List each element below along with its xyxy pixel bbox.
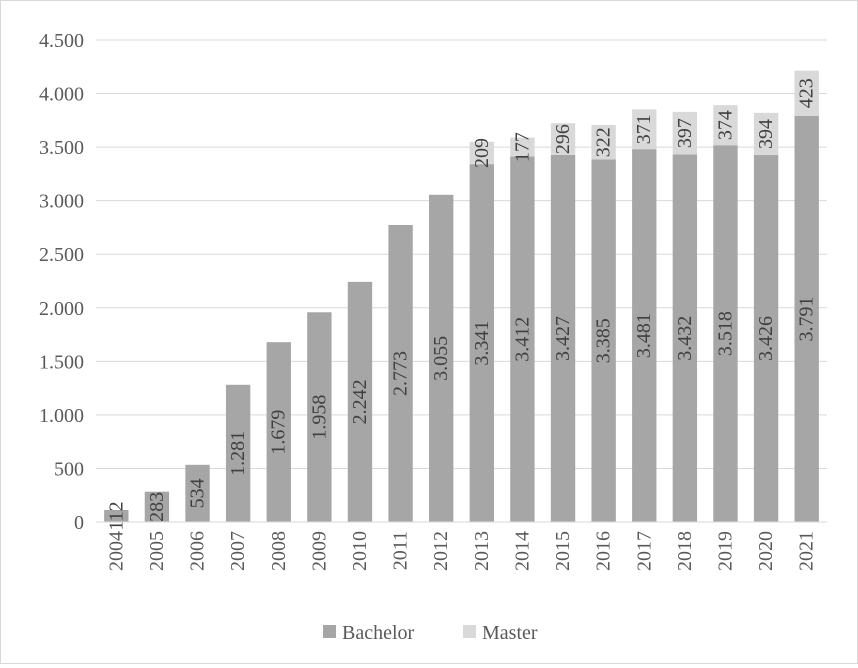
x-tick-label: 2020 [755, 531, 777, 571]
x-tick-label: 2011 [390, 531, 412, 570]
data-label-bachelor: 1.281 [227, 431, 249, 476]
bar-bachelor [347, 281, 373, 522]
x-axis: 2004 2005 2006 2007 2008 2009 2010 2011 2012 2013… [96, 521, 827, 571]
data-label-bachelor: 3.385 [593, 318, 615, 363]
x-tick-label: 2016 [593, 531, 615, 571]
bars: 112 283 534 1.281 1.679 1.958 2.242 2.773 3.055 2… [104, 70, 819, 531]
y-tick-label: 2.000 [39, 298, 84, 320]
x-tick-label: 2018 [674, 531, 696, 571]
legend-swatch [323, 625, 336, 638]
bar-bachelor [672, 154, 698, 523]
x-tick-label: 2019 [714, 531, 736, 571]
data-label-bachelor: 3.518 [714, 311, 736, 356]
bar-master [469, 141, 494, 165]
x-tick-label: 2013 [471, 531, 493, 571]
y-tick-label: 4.000 [39, 84, 84, 106]
x-tick-label: 2005 [146, 531, 168, 571]
bar-bachelor [185, 464, 210, 522]
y-tick-label: 1.000 [39, 405, 84, 427]
x-tick-label: 2006 [187, 531, 209, 571]
bar-master [550, 123, 576, 155]
data-label-bachelor: 1.679 [268, 410, 290, 455]
data-label-bachelor: 3.412 [511, 317, 533, 362]
bar-bachelor [469, 164, 494, 522]
y-axis: 0 500 1.000 1.500 2.000 2.500 3.000 3.500 4.000 4… [39, 30, 84, 534]
data-label-bachelor: 112 [105, 501, 127, 530]
bar-bachelor [713, 145, 738, 522]
data-label-bachelor: 3.055 [430, 336, 452, 381]
data-label-bachelor: 3.432 [674, 316, 696, 361]
bar-bachelor [144, 491, 170, 522]
x-tick-label: 2010 [349, 531, 371, 571]
x-tick-label: 2008 [268, 531, 290, 571]
gridlines [96, 39, 827, 523]
bar-bachelor [266, 342, 291, 522]
legend-item-bachelor: Bachelor [323, 622, 415, 644]
bar-master [510, 137, 535, 157]
bar-bachelor [225, 384, 251, 522]
data-label-master: 397 [674, 118, 696, 148]
y-tick-label: 3.500 [39, 137, 84, 159]
bar-master [591, 124, 616, 160]
bar-bachelor [753, 155, 779, 522]
x-tick-label: 2012 [430, 531, 452, 571]
data-label-master: 322 [593, 127, 615, 157]
data-label-bachelor: 2.773 [390, 351, 412, 396]
bar-master [713, 105, 738, 146]
bar-bachelor [307, 312, 332, 522]
x-tick-label: 2015 [552, 531, 574, 571]
y-tick-label: 0 [74, 512, 84, 534]
data-label-bachelor: 3.341 [471, 321, 493, 366]
bar-bachelor [550, 154, 576, 522]
x-tick-label: 2017 [633, 531, 655, 571]
y-tick-label: 1.500 [39, 351, 84, 373]
data-label-bachelor: 2.242 [349, 379, 371, 424]
bar-bachelor [104, 510, 129, 522]
x-tick-label: 2021 [796, 531, 818, 571]
legend-swatch [463, 625, 476, 638]
data-label-bachelor: 3.791 [796, 296, 818, 341]
bar-bachelor [591, 159, 616, 522]
data-label-master: 394 [755, 119, 777, 149]
bar-master [632, 109, 657, 150]
data-label-bachelor: 3.427 [552, 316, 574, 361]
legend: Bachelor Master [323, 622, 538, 644]
data-label-bachelor: 1.958 [308, 395, 330, 440]
x-tick-label: 2007 [227, 531, 249, 571]
y-tick-label: 2.500 [39, 244, 84, 266]
data-label-master: 209 [471, 138, 493, 168]
legend-label: Bachelor [342, 622, 415, 644]
bar-master [753, 112, 779, 156]
data-label-bachelor: 3.481 [633, 313, 655, 358]
bar-bachelor [388, 224, 413, 522]
bar-master [794, 70, 819, 116]
legend-item-master: Master [463, 622, 538, 644]
bar-master [672, 111, 698, 155]
data-label-master: 423 [796, 78, 818, 108]
data-label-bachelor: 534 [187, 478, 209, 508]
y-tick-label: 3.000 [39, 191, 84, 213]
y-tick-label: 500 [54, 458, 84, 480]
data-label-master: 177 [511, 132, 533, 162]
y-tick-label: 4.500 [39, 30, 84, 52]
bar-bachelor [429, 194, 454, 522]
data-label-master: 296 [552, 124, 574, 154]
data-label-master: 374 [714, 110, 736, 140]
x-tick-label: 2014 [511, 531, 533, 571]
data-label-bachelor: 3.426 [755, 316, 777, 361]
x-tick-label: 2004 [105, 531, 127, 571]
data-label-bachelor: 283 [146, 492, 168, 522]
bar-bachelor [632, 149, 657, 522]
legend-label: Master [482, 622, 538, 644]
data-label-master: 371 [633, 114, 655, 144]
x-tick-label: 2009 [308, 531, 330, 571]
bar-bachelor [794, 115, 819, 523]
bar-bachelor [510, 156, 535, 522]
